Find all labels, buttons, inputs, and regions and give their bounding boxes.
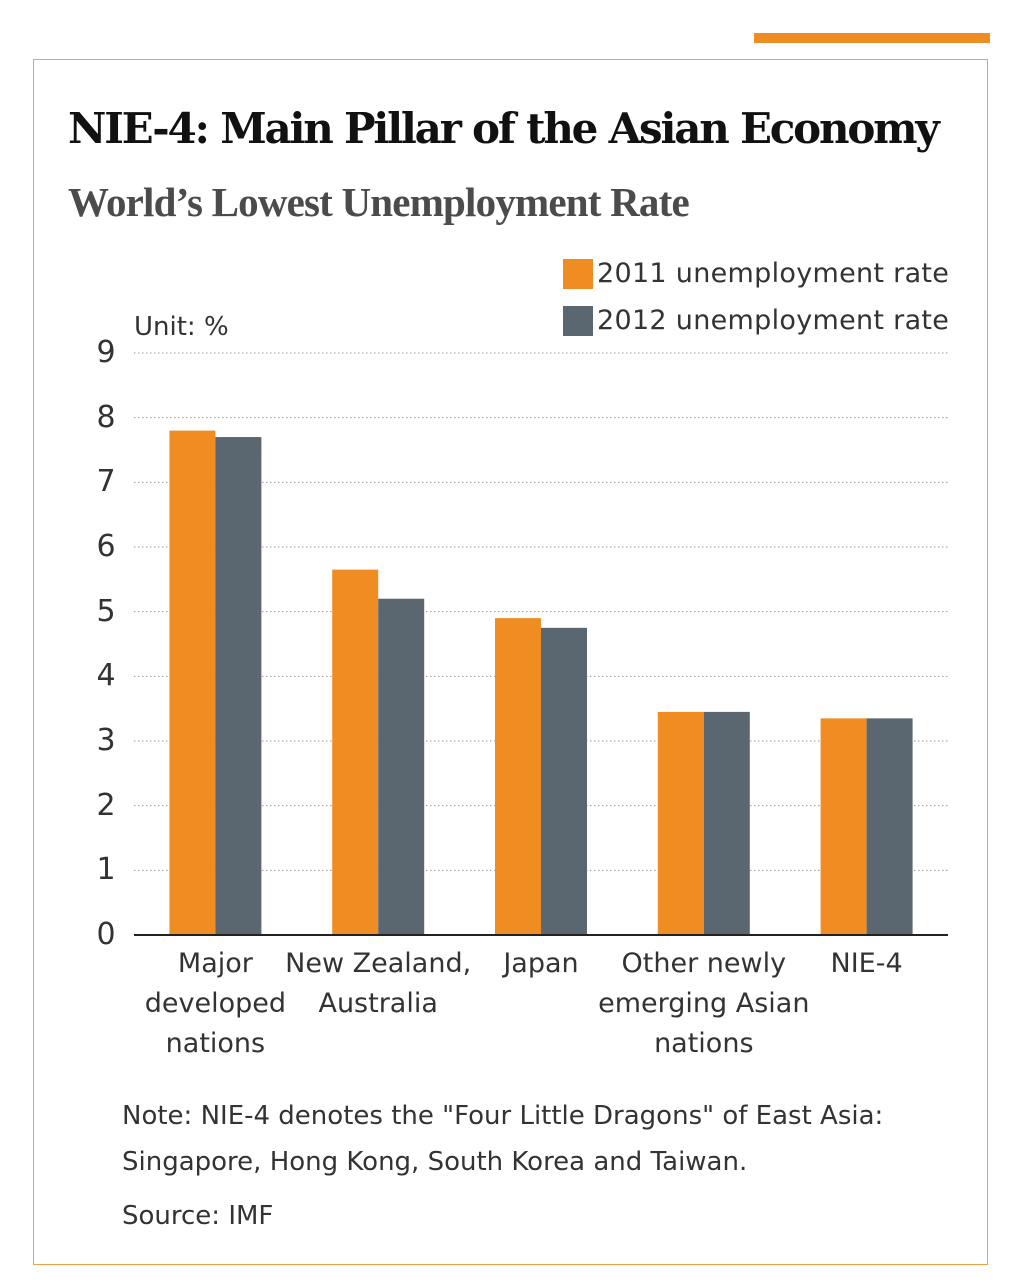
bar-2011	[820, 718, 867, 935]
page-subtitle: World’s Lowest Unemployment Rate	[68, 179, 690, 225]
legend-label-2011: 2011 unemployment rate	[597, 258, 950, 289]
y-tick-label: 2	[96, 787, 116, 823]
bar-2011	[169, 430, 216, 935]
bar-2011	[495, 618, 541, 935]
bar-2011	[657, 711, 704, 935]
x-category-label: NIE-4	[830, 948, 903, 979]
footnote: Note: NIE-4 denotes the "Four Little Dra…	[122, 1101, 884, 1177]
bar-2012	[703, 711, 750, 935]
legend-item-2011: 2011 unemployment rate	[563, 258, 949, 289]
y-tick-label: 7	[96, 464, 116, 500]
x-category-label: Other newly emerging Asian nations	[598, 948, 810, 1059]
x-category-label: New Zealand, Australia	[285, 948, 472, 1019]
bar-2012	[866, 718, 913, 935]
legend-item-2012: 2012 unemployment rate	[563, 305, 949, 336]
legend-label-2012: 2012 unemployment rate	[597, 305, 950, 336]
y-tick-label: 4	[96, 658, 116, 694]
y-tick-label: 1	[96, 852, 116, 888]
y-tick-label: 5	[96, 593, 116, 629]
chart-frame	[33, 59, 988, 1265]
y-tick-label: 6	[96, 529, 116, 564]
accent-bar	[754, 33, 990, 43]
bar-2011	[332, 569, 379, 935]
source-note: Source: IMF	[122, 1201, 274, 1231]
y-tick-label: 0	[96, 917, 116, 952]
y-tick-label: 8	[96, 399, 116, 435]
y-tick-label: 3	[96, 723, 116, 758]
unit-label: Unit: %	[134, 312, 229, 342]
x-category-label: Japan	[503, 948, 579, 979]
legend-swatch-2012	[563, 305, 593, 336]
page-title: NIE-4: Main Pillar of the Asian Economy	[68, 104, 940, 153]
x-category-label: Major developed nations	[144, 948, 287, 1059]
bar-2012	[378, 598, 425, 935]
bar-2012	[541, 627, 587, 935]
bar-2012	[215, 437, 262, 935]
y-tick-label: 9	[96, 335, 116, 370]
legend-swatch-2011	[563, 258, 593, 289]
